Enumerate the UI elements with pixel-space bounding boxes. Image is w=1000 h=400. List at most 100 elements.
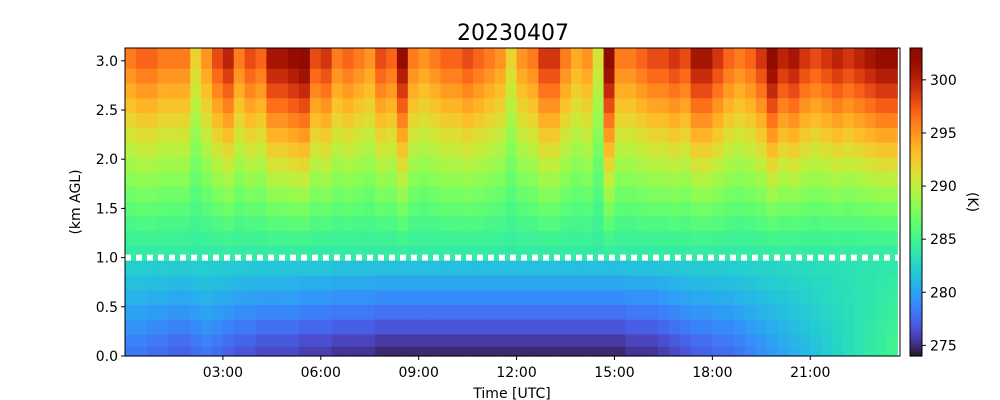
heatmap-cell — [320, 346, 333, 357]
heatmap-cell — [777, 48, 790, 69]
heatmap-cell — [581, 230, 594, 246]
heatmap-cell — [364, 333, 376, 347]
heatmap-cell — [592, 289, 605, 305]
heatmap-cell — [451, 171, 463, 187]
heatmap-cell — [331, 82, 344, 99]
heatmap-cell — [527, 289, 539, 305]
heatmap-cell — [309, 68, 322, 84]
heatmap-cell — [799, 304, 811, 320]
heatmap-cell — [636, 289, 648, 305]
heatmap-cell — [875, 346, 888, 357]
heatmap-cell — [614, 112, 626, 128]
colorbar-segment — [910, 137, 922, 141]
heatmap-cell — [821, 68, 833, 84]
heatmap-cell — [375, 48, 387, 69]
heatmap-cell — [625, 97, 637, 114]
heatmap-cell — [647, 319, 659, 335]
heatmap-cell — [745, 245, 757, 261]
heatmap-cell — [549, 274, 561, 291]
heatmap-cell — [353, 215, 365, 232]
heatmap-cell — [505, 82, 518, 99]
heatmap-cell — [342, 260, 355, 276]
heatmap-cell — [516, 289, 529, 305]
heatmap-cell — [146, 171, 159, 187]
heatmap-cell — [777, 260, 790, 276]
heatmap-cell — [799, 346, 811, 357]
heatmap-cell — [701, 304, 713, 320]
y-axis-ticks: 0.00.51.01.52.02.53.0 — [96, 54, 125, 365]
heatmap-cell — [777, 112, 790, 128]
heatmap-cell — [320, 319, 333, 335]
heatmap-cell — [864, 112, 877, 128]
colorbar-segment — [910, 160, 922, 165]
heatmap-cell — [810, 186, 822, 202]
heatmap-cell — [505, 215, 518, 232]
heatmap-cell — [309, 260, 322, 276]
heatmap-cell — [157, 68, 170, 84]
heatmap-cell — [603, 333, 616, 347]
heatmap-cell — [440, 319, 452, 335]
heatmap-cell — [396, 112, 409, 128]
colorbar-segment — [910, 338, 922, 342]
heatmap-cell — [581, 156, 594, 173]
heatmap-cell — [853, 186, 866, 202]
colorbar-segment — [910, 71, 922, 75]
heatmap-cell — [190, 245, 202, 261]
colorbar-segment — [910, 225, 922, 229]
x-tick-label: 06:00 — [301, 365, 341, 381]
heatmap-cell — [701, 215, 713, 232]
heatmap-cell — [233, 230, 246, 246]
heatmap-cell — [581, 112, 594, 128]
heatmap-cell — [255, 346, 268, 357]
heatmap-cell — [734, 274, 746, 291]
heatmap-cell — [657, 48, 670, 69]
heatmap-cell — [331, 274, 344, 291]
heatmap-cell — [625, 260, 637, 276]
heatmap-cell — [266, 215, 278, 232]
heatmap-cell — [549, 230, 561, 246]
heatmap-cell — [440, 201, 452, 217]
heatmap-cell — [309, 346, 322, 357]
heatmap-cell — [549, 260, 561, 276]
heatmap-cell — [755, 48, 768, 69]
heatmap-cell — [125, 333, 137, 347]
heatmap-cell — [331, 245, 344, 261]
heatmap-cell — [723, 201, 735, 217]
heatmap-cell — [396, 68, 409, 84]
heatmap-cell — [592, 245, 605, 261]
heatmap-cell — [342, 215, 355, 232]
heatmap-cell — [233, 201, 246, 217]
heatmap-cell — [429, 156, 442, 173]
heatmap-cell — [386, 289, 398, 305]
heatmap-cell — [386, 260, 398, 276]
heatmap-cell — [331, 112, 344, 128]
heatmap-cell — [581, 260, 594, 276]
heatmap-cell — [679, 68, 692, 84]
heatmap-cell — [375, 68, 387, 84]
heatmap-cell — [679, 112, 692, 128]
heatmap-cell — [266, 346, 278, 357]
heatmap-cell — [592, 260, 605, 276]
heatmap-cell — [647, 230, 659, 246]
heatmap-cell — [766, 245, 779, 261]
heatmap-cell — [222, 304, 235, 320]
heatmap-cell — [690, 245, 703, 261]
colorbar-tick-label: 280 — [930, 285, 957, 301]
colorbar-segment — [910, 330, 922, 334]
chart-title: 20230407 — [457, 21, 569, 46]
heatmap-cell — [745, 68, 757, 84]
heatmap-cell — [320, 97, 333, 114]
heatmap-cell — [864, 141, 877, 158]
heatmap-cell — [418, 127, 431, 143]
heatmap-cell — [712, 230, 724, 246]
heatmap-cell — [451, 48, 463, 69]
heatmap-cell — [832, 289, 844, 305]
heatmap-cell — [712, 48, 724, 69]
heatmap-cell — [168, 82, 180, 99]
heatmap-cell — [712, 141, 724, 158]
heatmap-cell — [636, 230, 648, 246]
heatmap-cell — [810, 346, 822, 357]
heatmap-cell — [875, 156, 888, 173]
heatmap-cell — [821, 186, 833, 202]
heatmap-cell — [657, 68, 670, 84]
